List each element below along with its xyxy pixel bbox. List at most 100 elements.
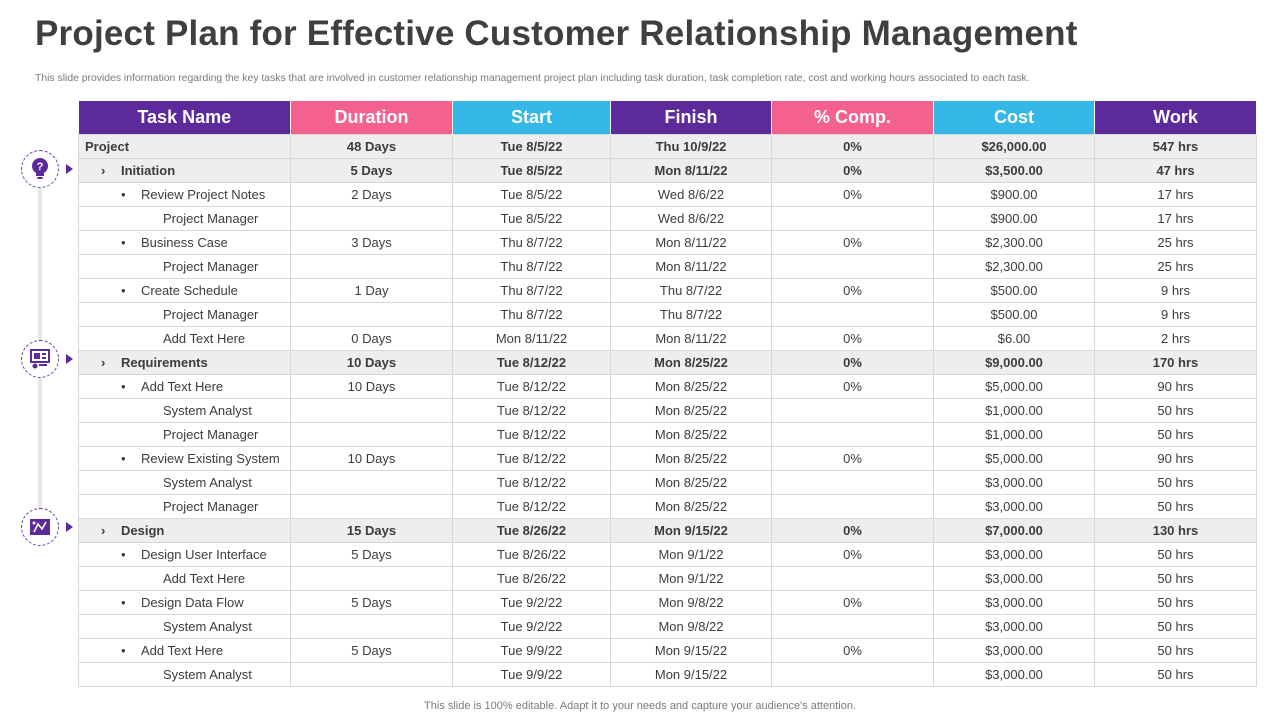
cell-finish: Mon 8/25/22 <box>610 470 772 495</box>
row-marker-icon: • <box>121 547 126 562</box>
table-row: • Review Existing System 10 Days Tue 8/12/2… <box>78 446 1257 471</box>
cell-duration <box>290 662 453 687</box>
cell-task-name: • Review Existing System <box>78 446 291 471</box>
cell-start: Tue 8/5/22 <box>452 158 611 183</box>
cell-start: Tue 8/5/22 <box>452 134 611 159</box>
cell-task-name: › Requirements <box>78 350 291 375</box>
cell-percent-complete <box>771 566 934 591</box>
cell-duration: 10 Days <box>290 374 453 399</box>
header-percent-complete: % Comp. <box>771 101 934 135</box>
cell-work: 17 hrs <box>1094 206 1257 231</box>
cell-finish: Thu 8/7/22 <box>610 278 772 303</box>
table-row: Project 48 Days Tue 8/5/22 Thu 10/9/22 0% $26… <box>78 134 1257 159</box>
cell-start: Thu 8/7/22 <box>452 278 611 303</box>
cell-work: 17 hrs <box>1094 182 1257 207</box>
table-row: System Analyst Tue 8/12/22 Mon 8/25/22 $3,0… <box>78 470 1257 495</box>
cell-cost: $3,000.00 <box>933 662 1095 687</box>
cell-percent-complete: 0% <box>771 590 934 615</box>
table-row: • Add Text Here 10 Days Tue 8/12/22 Mon 8/25… <box>78 374 1257 399</box>
cell-cost: $6.00 <box>933 326 1095 351</box>
cell-work: 50 hrs <box>1094 542 1257 567</box>
cell-task-name: • Design Data Flow <box>78 590 291 615</box>
cell-duration: 5 Days <box>290 590 453 615</box>
svg-text:?: ? <box>37 161 44 173</box>
cell-percent-complete <box>771 614 934 639</box>
cell-cost: $2,300.00 <box>933 254 1095 279</box>
cell-finish: Mon 8/25/22 <box>610 446 772 471</box>
cell-finish: Mon 8/25/22 <box>610 374 772 399</box>
cell-duration <box>290 470 453 495</box>
cell-percent-complete: 0% <box>771 182 934 207</box>
table-row: Add Text Here Tue 8/26/22 Mon 9/1/22 $3,000… <box>78 566 1257 591</box>
cell-finish: Mon 8/25/22 <box>610 494 772 519</box>
header-start: Start <box>452 101 611 135</box>
cell-percent-complete <box>771 302 934 327</box>
cell-duration: 48 Days <box>290 134 453 159</box>
cell-cost: $9,000.00 <box>933 350 1095 375</box>
table-row: Project Manager Thu 8/7/22 Mon 8/11/22 $2,3… <box>78 254 1257 279</box>
task-label: Project Manager <box>163 211 259 226</box>
cell-work: 130 hrs <box>1094 518 1257 543</box>
cell-work: 50 hrs <box>1094 590 1257 615</box>
cell-cost: $3,500.00 <box>933 158 1095 183</box>
task-label: Design <box>121 523 165 538</box>
cell-task-name: System Analyst <box>78 662 291 687</box>
cell-cost: $1,000.00 <box>933 398 1095 423</box>
row-marker-icon: • <box>121 283 126 298</box>
cell-cost: $3,000.00 <box>933 590 1095 615</box>
cell-finish: Mon 9/8/22 <box>610 614 772 639</box>
cell-finish: Mon 8/11/22 <box>610 326 772 351</box>
row-marker-icon: › <box>101 163 106 178</box>
cell-start: Tue 9/2/22 <box>452 614 611 639</box>
cell-task-name: Add Text Here <box>78 326 291 351</box>
header-work: Work <box>1094 101 1257 135</box>
cell-start: Tue 8/26/22 <box>452 542 611 567</box>
header-cost: Cost <box>933 101 1095 135</box>
cell-cost: $500.00 <box>933 302 1095 327</box>
timeline-arrow-icon <box>66 164 73 174</box>
cell-start: Tue 8/12/22 <box>452 470 611 495</box>
row-marker-icon: › <box>101 355 106 370</box>
cell-finish: Mon 9/15/22 <box>610 518 772 543</box>
cell-work: 50 hrs <box>1094 398 1257 423</box>
timeline-arrow-icon <box>66 522 73 532</box>
cell-duration <box>290 254 453 279</box>
cell-finish: Mon 8/25/22 <box>610 350 772 375</box>
cell-task-name: • Review Project Notes <box>78 182 291 207</box>
cell-work: 50 hrs <box>1094 614 1257 639</box>
task-label: Review Existing System <box>141 451 280 466</box>
cell-duration <box>290 614 453 639</box>
cell-finish: Thu 10/9/22 <box>610 134 772 159</box>
cell-cost: $5,000.00 <box>933 374 1095 399</box>
cell-cost: $3,000.00 <box>933 638 1095 663</box>
row-marker-icon: • <box>121 595 126 610</box>
cell-cost: $5,000.00 <box>933 446 1095 471</box>
cell-duration: 5 Days <box>290 638 453 663</box>
cell-work: 25 hrs <box>1094 230 1257 255</box>
cell-start: Thu 8/7/22 <box>452 230 611 255</box>
row-marker-icon: › <box>101 523 106 538</box>
table-row: › Design 15 Days Tue 8/26/22 Mon 9/15/22 0% $7… <box>78 518 1257 543</box>
cell-finish: Mon 8/11/22 <box>610 254 772 279</box>
cell-task-name: • Add Text Here <box>78 374 291 399</box>
cell-task-name: System Analyst <box>78 470 291 495</box>
cell-work: 47 hrs <box>1094 158 1257 183</box>
table-row: • Design Data Flow 5 Days Tue 9/2/22 Mon 9/8… <box>78 590 1257 615</box>
cell-percent-complete: 0% <box>771 374 934 399</box>
cell-start: Mon 8/11/22 <box>452 326 611 351</box>
cell-work: 2 hrs <box>1094 326 1257 351</box>
cell-finish: Mon 9/15/22 <box>610 638 772 663</box>
cell-work: 9 hrs <box>1094 278 1257 303</box>
presentation-board-icon <box>21 340 59 378</box>
cell-percent-complete: 0% <box>771 638 934 663</box>
task-label: Add Text Here <box>163 331 246 346</box>
cell-cost: $3,000.00 <box>933 494 1095 519</box>
cell-task-name: › Design <box>78 518 291 543</box>
task-label: Initiation <box>121 163 176 178</box>
cell-cost: $900.00 <box>933 182 1095 207</box>
cell-work: 9 hrs <box>1094 302 1257 327</box>
cell-finish: Mon 8/25/22 <box>610 398 772 423</box>
cell-work: 170 hrs <box>1094 350 1257 375</box>
cell-duration: 15 Days <box>290 518 453 543</box>
header-finish: Finish <box>610 101 772 135</box>
